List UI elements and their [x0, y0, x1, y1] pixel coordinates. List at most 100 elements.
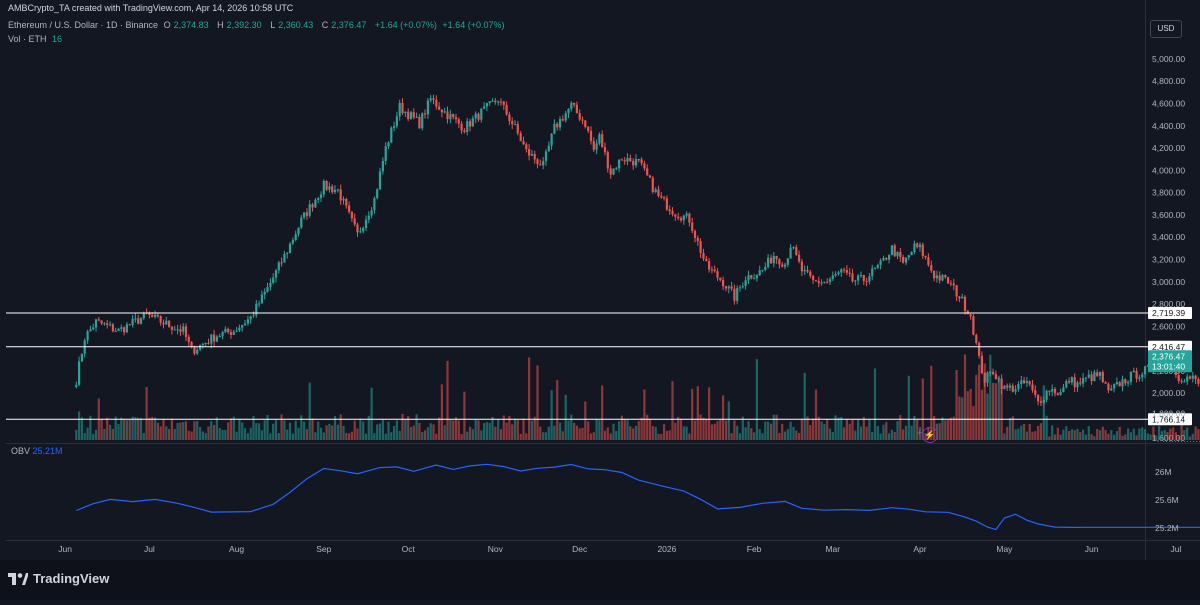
candle-body	[595, 143, 598, 150]
volume-bar	[677, 416, 680, 440]
tradingview-logo-icon	[8, 572, 28, 585]
candle-body	[519, 133, 522, 142]
volume-bar	[859, 426, 863, 440]
candle-body	[966, 310, 969, 315]
candle-body	[297, 227, 300, 235]
candle-body	[924, 256, 927, 258]
volume-bar	[291, 433, 294, 440]
price-tick-label: 3,800.00	[1152, 188, 1185, 198]
volume-bar	[1188, 436, 1192, 440]
candle-body	[300, 217, 303, 228]
candle-body	[651, 177, 654, 192]
candle-body	[1138, 377, 1141, 379]
candle-body	[159, 316, 162, 323]
candle-body	[885, 258, 888, 260]
volume-bar	[1104, 429, 1107, 440]
candle-body	[499, 101, 503, 103]
volume-label[interactable]: Vol · ETH	[8, 34, 47, 44]
volume-bars	[75, 354, 1200, 440]
candle-body	[1132, 370, 1135, 372]
candle-body	[319, 194, 323, 199]
candle-body	[910, 252, 913, 256]
volume-bar	[882, 424, 885, 440]
candle-body	[1037, 394, 1040, 402]
candle-body	[854, 280, 857, 282]
volume-bar	[587, 421, 590, 440]
candle-body	[1188, 376, 1192, 379]
volume-bar	[241, 422, 244, 440]
candle-body	[173, 329, 176, 331]
time-tick-label: Nov	[488, 544, 504, 554]
symbol-name[interactable]: Ethereum / U.S. Dollar · 1D · Binance	[8, 20, 159, 30]
volume-bar	[336, 424, 339, 440]
volume-bar	[533, 416, 536, 440]
volume-bar	[969, 388, 972, 440]
volume-bar	[137, 417, 140, 440]
volume-bar	[1118, 426, 1121, 440]
volume-bar	[800, 419, 803, 440]
volume-bar	[716, 421, 719, 440]
volume-bar	[868, 420, 871, 440]
candle-body	[182, 326, 185, 332]
candle-body	[1034, 390, 1037, 395]
volume-bar	[980, 389, 983, 440]
candle-body	[705, 258, 708, 262]
volume-bar	[1169, 428, 1172, 440]
volume-legend[interactable]: Vol · ETH 16	[8, 34, 65, 44]
candle-body	[468, 121, 472, 127]
currency-button[interactable]: USD	[1150, 20, 1182, 38]
candle-body	[710, 269, 713, 271]
candle-body	[567, 108, 570, 114]
volume-bar	[1037, 425, 1040, 440]
lightning-icon[interactable]: ⚡	[922, 427, 938, 443]
candle-body	[657, 189, 660, 196]
candle-body	[1006, 385, 1009, 388]
volume-bar	[483, 423, 486, 440]
candle-body	[384, 146, 387, 161]
volume-bar	[930, 365, 933, 440]
candle-body	[575, 104, 578, 113]
volume-bar	[547, 426, 550, 440]
candle-body	[632, 161, 635, 166]
volume-bar	[235, 431, 238, 440]
candle-body	[949, 283, 952, 285]
candle-body	[1068, 381, 1071, 383]
candle-body	[423, 113, 427, 115]
obv-legend[interactable]: OBV 25.21M	[11, 446, 63, 456]
candle-body	[238, 327, 241, 331]
volume-bar	[1020, 425, 1023, 440]
candle-body	[612, 168, 615, 175]
candle-body	[1065, 381, 1068, 388]
volume-bar	[159, 426, 162, 440]
volume-bar	[280, 414, 283, 440]
volume-bar	[1186, 427, 1189, 440]
candle-body	[291, 240, 294, 244]
volume-bar	[398, 430, 401, 440]
volume-bar	[1177, 436, 1180, 440]
volume-bar	[888, 433, 891, 440]
volume-bar	[862, 417, 865, 440]
candle-body	[601, 134, 604, 148]
price-tick-label: 3,000.00	[1152, 277, 1185, 287]
time-tick-label: Jun	[58, 544, 72, 554]
candle-body	[935, 275, 938, 279]
obv-label[interactable]: OBV	[11, 446, 31, 456]
candle-body	[1090, 374, 1093, 381]
candle-body	[890, 245, 893, 256]
candle-body	[477, 113, 480, 120]
add-icon[interactable]: +	[917, 428, 923, 438]
candle-body	[975, 334, 978, 343]
volume-bar	[454, 417, 458, 440]
volume-bar	[184, 421, 188, 440]
obv-tick-label: 26M	[1155, 467, 1172, 477]
volume-bar	[648, 419, 652, 440]
volume-bar	[848, 423, 851, 440]
volume-bar	[432, 424, 435, 440]
volume-bar	[972, 406, 975, 440]
volume-bar	[764, 421, 767, 440]
candle-body	[485, 103, 488, 107]
volume-bar	[426, 427, 429, 440]
volume-bar	[274, 420, 278, 440]
volume-bar	[443, 425, 446, 440]
